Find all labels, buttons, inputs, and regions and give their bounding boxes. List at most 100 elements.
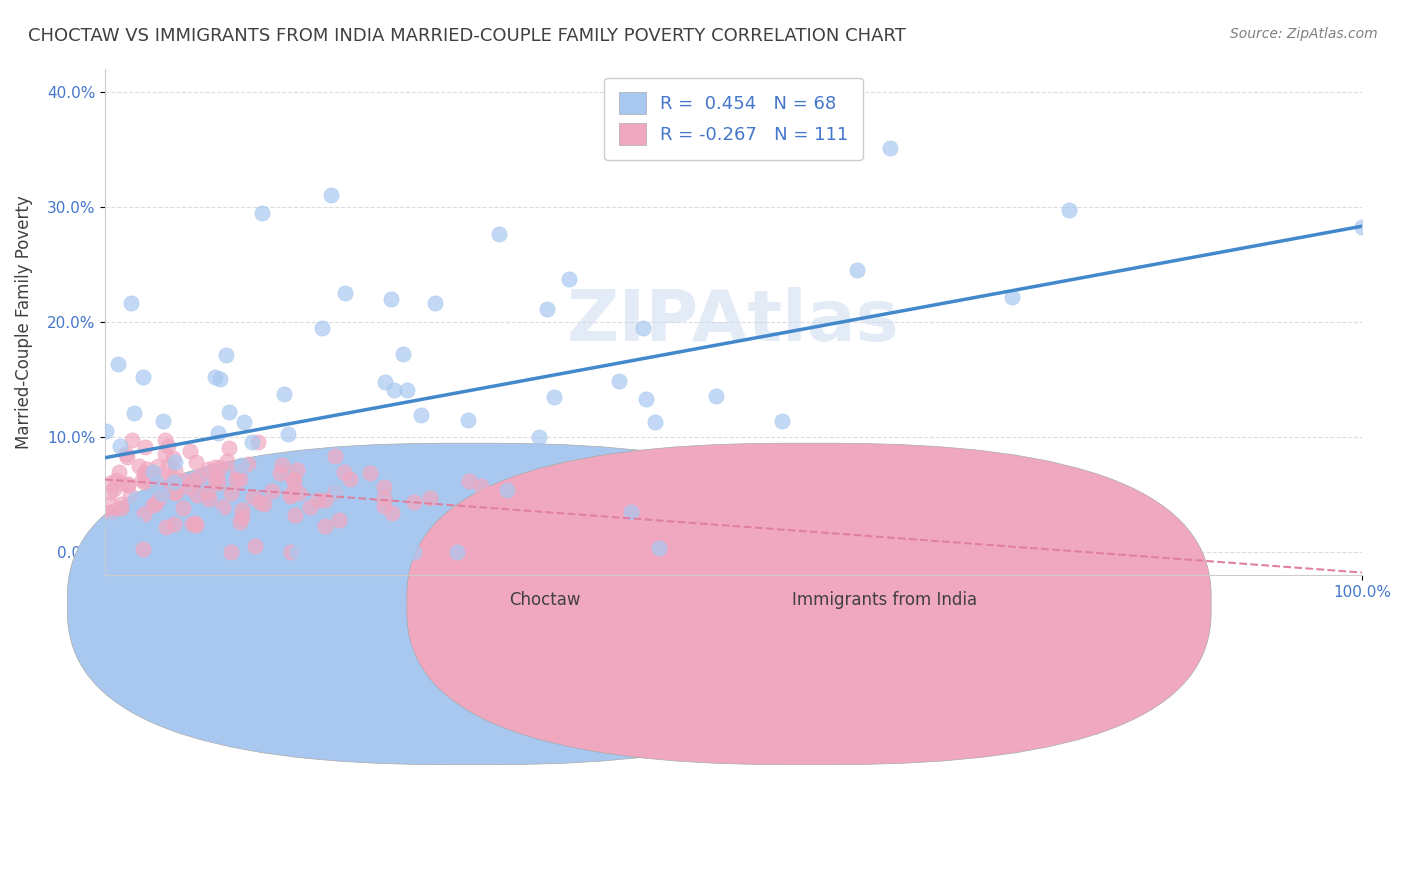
Point	[163, 454, 186, 468]
Point	[98, 485, 121, 500]
Point	[333, 465, 356, 479]
Point	[219, 545, 242, 559]
Point	[233, 415, 256, 429]
Point	[157, 439, 180, 453]
Point	[110, 497, 132, 511]
Point	[172, 473, 194, 487]
Point	[246, 435, 269, 450]
Point	[278, 489, 301, 503]
Point	[392, 346, 415, 360]
Point	[118, 487, 141, 501]
Point	[138, 467, 160, 481]
Point	[120, 296, 142, 310]
Point	[243, 539, 266, 553]
Point	[179, 444, 201, 458]
Point	[96, 424, 118, 438]
Point	[323, 485, 346, 500]
Point	[148, 459, 170, 474]
Point	[202, 508, 225, 523]
Point	[153, 474, 176, 488]
Point	[359, 466, 381, 480]
Point	[121, 434, 143, 448]
Point	[211, 500, 233, 514]
Point	[204, 369, 226, 384]
Point	[215, 348, 238, 362]
Point	[141, 466, 163, 480]
Point	[340, 545, 363, 559]
Point	[174, 545, 197, 559]
Point	[184, 516, 207, 530]
Point	[115, 447, 138, 461]
Point	[631, 321, 654, 335]
Point	[197, 461, 219, 475]
Point	[176, 481, 198, 495]
Point	[229, 515, 252, 529]
Point	[288, 485, 311, 500]
Point	[704, 389, 727, 403]
Point	[204, 471, 226, 485]
Point	[207, 425, 229, 440]
Point	[644, 415, 666, 429]
Point	[496, 483, 519, 497]
Point	[879, 141, 901, 155]
Point	[207, 475, 229, 490]
Point	[136, 461, 159, 475]
Point	[648, 541, 671, 556]
Point	[108, 465, 131, 479]
Point	[314, 493, 336, 508]
Point	[231, 509, 253, 524]
Point	[132, 475, 155, 490]
Point	[134, 508, 156, 522]
Point	[373, 480, 395, 494]
Point	[280, 485, 302, 500]
Point	[145, 496, 167, 510]
Point	[165, 486, 187, 500]
Point	[298, 500, 321, 514]
Point	[374, 375, 396, 389]
Point	[373, 491, 395, 505]
Point	[153, 433, 176, 447]
Point	[163, 475, 186, 489]
Point	[204, 459, 226, 474]
Point	[172, 500, 194, 515]
Point	[311, 320, 333, 334]
Point	[236, 458, 259, 472]
Point	[105, 474, 128, 488]
Point	[117, 477, 139, 491]
Point	[634, 392, 657, 407]
Point	[328, 513, 350, 527]
Point	[620, 505, 643, 519]
Point	[226, 464, 249, 478]
Point	[215, 454, 238, 468]
Point	[250, 205, 273, 219]
Point	[219, 486, 242, 500]
Point	[132, 370, 155, 384]
Point	[145, 476, 167, 491]
Point	[117, 477, 139, 491]
Point	[231, 502, 253, 516]
Point	[380, 292, 402, 306]
Point	[110, 501, 132, 516]
Point	[100, 505, 122, 519]
Point	[122, 405, 145, 419]
Point	[231, 458, 253, 472]
Point	[152, 485, 174, 500]
Point	[117, 450, 139, 464]
Text: Choctaw: Choctaw	[509, 591, 581, 609]
Point	[155, 520, 177, 534]
Point	[128, 458, 150, 473]
Point	[184, 517, 207, 532]
Point	[249, 495, 271, 509]
Point	[457, 413, 479, 427]
Point	[225, 473, 247, 487]
Point	[273, 387, 295, 401]
Point	[218, 405, 240, 419]
Point	[446, 545, 468, 559]
Point	[343, 497, 366, 511]
Point	[208, 372, 231, 386]
Point	[181, 473, 204, 487]
Point	[557, 272, 579, 286]
Point	[152, 414, 174, 428]
Point	[208, 460, 231, 475]
Point	[108, 440, 131, 454]
